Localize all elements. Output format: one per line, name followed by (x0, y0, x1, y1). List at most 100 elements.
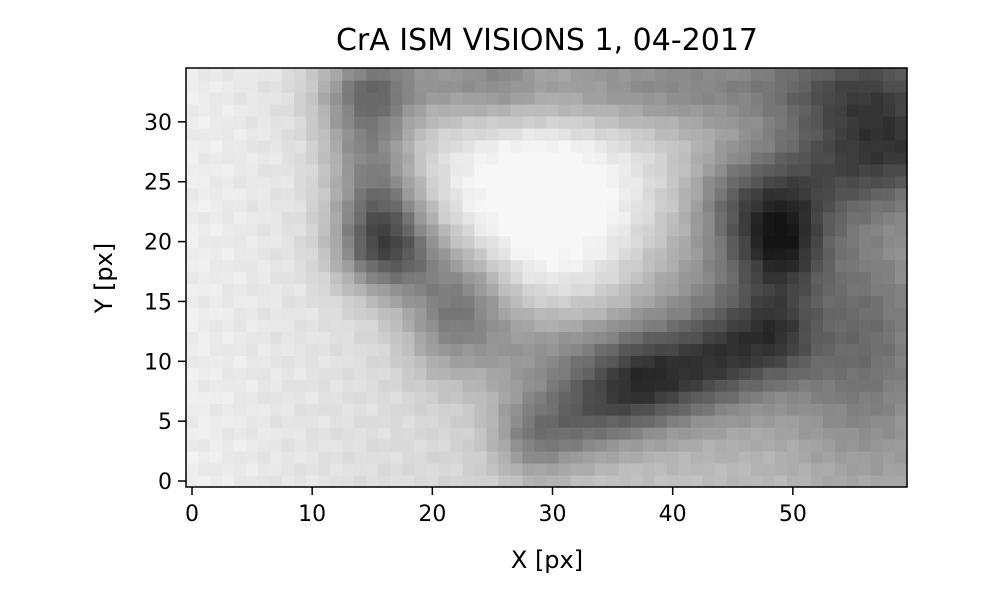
heatmap-cell (750, 247, 764, 261)
heatmap-cell (594, 379, 608, 392)
heatmap-cell (390, 127, 403, 141)
heatmap-cell (630, 79, 644, 93)
heatmap-cell (894, 475, 908, 488)
heatmap-cell (750, 163, 764, 177)
heatmap-cell (246, 151, 259, 165)
heatmap-cell (462, 247, 475, 261)
heatmap-cell (366, 271, 379, 285)
heatmap-cell (750, 463, 764, 476)
heatmap-cell (306, 403, 319, 416)
heatmap-cell (474, 283, 488, 297)
heatmap-cell (318, 163, 331, 177)
heatmap-cell (450, 391, 463, 404)
heatmap-cell (474, 163, 488, 177)
heatmap-cell (738, 175, 752, 189)
heatmap-cell (246, 247, 259, 261)
heatmap-cell (810, 187, 824, 201)
heatmap-cell (654, 307, 668, 320)
heatmap-cell (810, 403, 824, 416)
heatmap-cell (402, 355, 415, 368)
heatmap-cell (486, 367, 500, 380)
heatmap-cell (270, 115, 283, 129)
heatmap-cell (462, 295, 475, 309)
heatmap-cell (702, 391, 716, 404)
heatmap-cell (366, 355, 379, 368)
heatmap-cell (810, 247, 824, 261)
heatmap-cell (402, 163, 415, 177)
heatmap-cell (738, 391, 752, 404)
heatmap-cell (246, 139, 259, 153)
heatmap-cell (882, 91, 896, 105)
heatmap-cell (546, 115, 560, 129)
heatmap-cell (234, 475, 247, 488)
heatmap-cell (258, 235, 271, 249)
heatmap-cell (498, 391, 512, 404)
heatmap-cell (270, 415, 283, 428)
heatmap-cell (558, 235, 572, 249)
heatmap-cell (534, 355, 548, 368)
heatmap-cell (594, 223, 608, 237)
heatmap-cell (642, 91, 656, 105)
heatmap-cell (654, 68, 668, 81)
heatmap-cell (522, 415, 536, 428)
heatmap-cell (822, 427, 836, 440)
heatmap-cell (210, 379, 223, 392)
heatmap-cell (378, 463, 391, 476)
heatmap-cell (630, 475, 644, 488)
heatmap-cell (702, 103, 716, 117)
heatmap-cell (534, 247, 548, 261)
heatmap-cell (630, 68, 644, 81)
heatmap-cell (546, 259, 560, 273)
heatmap-cell (894, 103, 908, 117)
heatmap-cell (882, 163, 896, 177)
heatmap-cell (846, 91, 860, 105)
heatmap-cell (186, 427, 199, 440)
heatmap-cell (474, 331, 488, 344)
heatmap-cell (870, 175, 884, 189)
heatmap-cell (186, 283, 199, 297)
heatmap-cell (594, 367, 608, 380)
heatmap-cell (666, 187, 680, 201)
heatmap-cell (426, 319, 439, 332)
heatmap-cell (666, 439, 680, 452)
heatmap-cell (894, 463, 908, 476)
heatmap-cell (510, 199, 524, 213)
heatmap-cell (606, 115, 620, 129)
heatmap-cell (894, 175, 908, 189)
heatmap-cell (738, 115, 752, 129)
heatmap-cell (294, 223, 307, 237)
heatmap-cell (774, 307, 788, 320)
heatmap-cell (318, 68, 331, 81)
heatmap-cell (534, 427, 548, 440)
heatmap-cell (666, 343, 680, 356)
heatmap-cell (714, 415, 728, 428)
heatmap-cell (822, 319, 836, 332)
heatmap-cell (738, 139, 752, 153)
heatmap-cell (762, 403, 776, 416)
heatmap-cell (366, 211, 379, 225)
heatmap-cell (858, 439, 872, 452)
heatmap-cell (666, 163, 680, 177)
heatmap-cell (234, 391, 247, 404)
heatmap-cell (690, 223, 704, 237)
heatmap-cell (858, 331, 872, 344)
heatmap-cell (414, 187, 427, 201)
heatmap-cell (486, 403, 500, 416)
heatmap-cell (486, 343, 500, 356)
heatmap-cell (870, 391, 884, 404)
heatmap-cell (702, 379, 716, 392)
heatmap-cell (414, 235, 427, 249)
heatmap-cell (414, 307, 427, 320)
heatmap-cell (714, 319, 728, 332)
heatmap-cell (894, 415, 908, 428)
heatmap-cell (570, 319, 584, 332)
heatmap-cell (834, 259, 848, 273)
heatmap-cell (726, 367, 740, 380)
heatmap-cell (330, 379, 343, 392)
heatmap-cell (498, 127, 512, 141)
heatmap-cell (810, 439, 824, 452)
heatmap-cell (354, 127, 367, 141)
heatmap-cell (354, 151, 367, 165)
heatmap-cell (558, 439, 572, 452)
heatmap-cell (186, 103, 199, 117)
